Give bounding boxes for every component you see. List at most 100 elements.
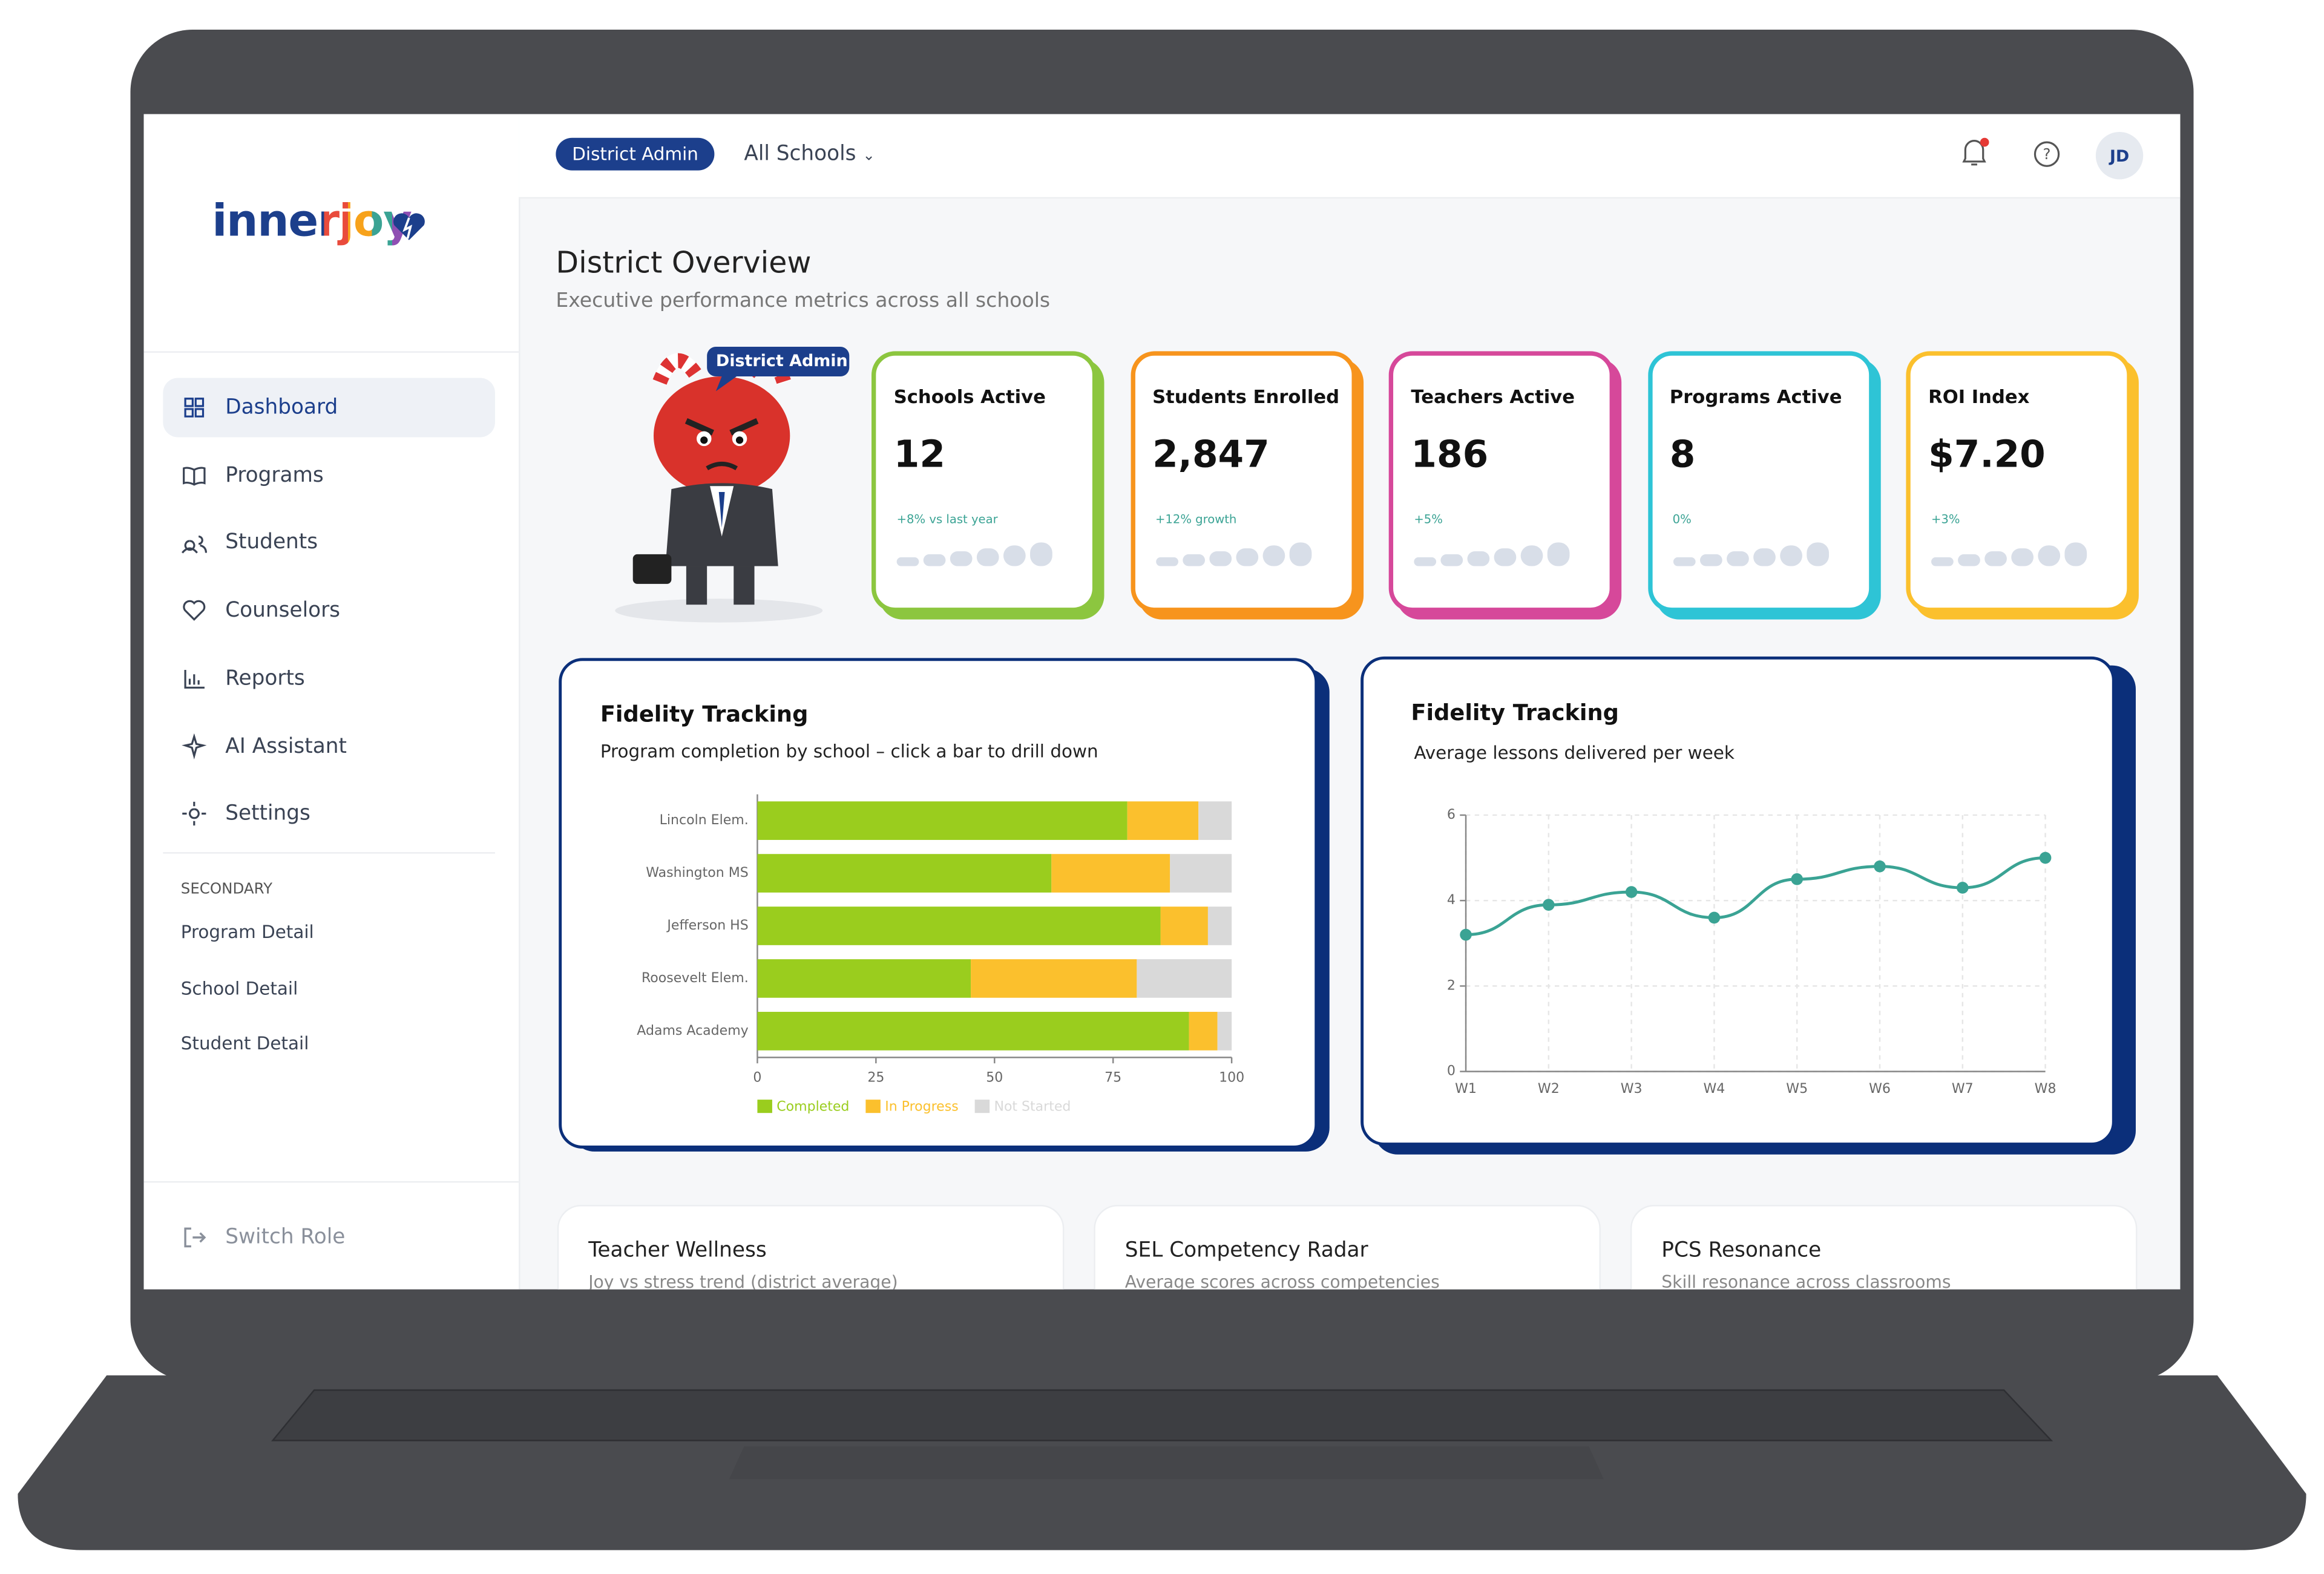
bar-segment[interactable] [1170,854,1232,893]
spark-pill [1262,545,1285,566]
nav-icon [182,733,207,759]
bar-segment[interactable] [1051,854,1170,893]
spark-pill [1779,545,1802,566]
nav-item[interactable]: Students [163,513,495,572]
spark-pill [1467,551,1490,566]
bar-segment[interactable] [757,854,1052,893]
data-point [1874,860,1886,873]
icon-shape [184,398,205,418]
bar-chart: 0 25 50 75 100 Lincoln Elem. Washington MS Jeff… [637,794,1244,1114]
notification-button[interactable] [1957,135,1992,171]
spark-pill [950,551,973,566]
nav-item[interactable]: Settings [163,784,495,844]
data-point [1708,911,1721,924]
bar-segment[interactable] [757,801,1128,840]
nav-icon [184,669,205,689]
y-tick-label: Adams Academy [637,1023,748,1038]
spark-pill [1030,542,1052,566]
switch-role-label: Switch Role [225,1225,346,1250]
bar-segment[interactable] [1160,907,1208,945]
help-button[interactable]: ? [2030,138,2063,171]
mascot-badge: District Admin [715,351,848,371]
y-tick-label: 0 [1447,1064,1456,1079]
legend-label: Not Started [994,1099,1071,1114]
bar-segment[interactable] [757,959,971,998]
nav-item[interactable]: Programs [163,445,495,505]
icon-shape [183,466,206,485]
svg-text:?: ? [2043,145,2051,163]
nav-label: Students [225,531,318,555]
chart-subtitle: Program completion by school – click a b… [600,741,1098,762]
nav-item[interactable]: Counselors [163,581,495,640]
avatar[interactable]: JD [2095,131,2144,180]
data-point [1543,899,1555,911]
x-tick-label: W8 [2035,1081,2056,1097]
spark-pill [1672,557,1695,566]
x-tick-label: 0 [753,1071,761,1086]
spark-pill [1155,557,1178,566]
secondary-heading: SECONDARY [180,882,273,899]
kpi-label: Schools Active [893,385,1046,408]
spark-pill [1806,542,1828,566]
kpi-sparkline [1414,542,1570,566]
school-filter[interactable]: All Schools ⌄ [744,142,875,166]
data-point [1625,886,1638,898]
bar-segment[interactable] [1127,801,1199,840]
kpi-trend: +5% [1414,513,1443,526]
bar-segment[interactable] [1207,907,1232,945]
bar-segment[interactable] [1137,959,1232,998]
spark-pill [1984,551,2007,566]
logo: innerjoy [212,195,412,248]
nav-label: Reports [225,666,305,690]
y-tick-label: Roosevelt Elem. [642,971,749,986]
kpi-trend: +8% vs last year [896,513,998,526]
legend-swatch [757,1100,772,1113]
spark-pill [2038,545,2061,566]
mascot [615,347,850,623]
kpi-sparkline [1931,542,2087,566]
bar-segment[interactable] [971,959,1137,998]
bar-segment[interactable] [1189,1012,1218,1051]
x-tick-label: W3 [1621,1081,1643,1097]
switch-role[interactable]: Switch Role [163,1208,495,1267]
panel-subtitle: Skill resonance across classrooms [1661,1271,1951,1290]
secondary-link[interactable]: School Detail [180,977,298,999]
panel-subtitle: Joy vs stress trend (district average) [588,1271,898,1290]
laptop-base [18,1375,2306,1550]
kpi-sparkline [1672,542,1828,566]
y-tick-label: 2 [1447,978,1456,993]
spark-pill [896,557,919,566]
kpi-card: Students Enrolled 2,847 +12% growth [1130,351,1356,612]
bar-segment[interactable] [1217,1012,1232,1051]
x-tick-label: W4 [1704,1081,1725,1097]
chart-title: Fidelity Tracking [1411,699,1619,727]
nav-item[interactable]: Dashboard [163,378,495,438]
icon-shape [182,733,207,759]
kpi-label: Students Enrolled [1152,385,1340,408]
spark-pill [1520,545,1543,566]
line-series [1466,856,2046,937]
nav-item[interactable]: Reports [163,649,495,708]
school-filter-label: All Schools [744,142,856,166]
x-tick-label: W5 [1786,1081,1808,1097]
icon-shape [183,600,206,621]
fidelity-bar-card: Fidelity Tracking Program completion by … [559,658,1318,1149]
nav-item[interactable]: AI Assistant [163,716,495,776]
bar-segment[interactable] [757,1012,1189,1051]
bar-segment[interactable] [1198,801,1232,840]
nav-label: Dashboard [225,395,338,420]
spark-pill [2011,548,2034,566]
x-tick-label: 25 [867,1071,884,1086]
kpi-trend: +3% [1931,513,1960,526]
spark-pill [1494,548,1517,566]
bar-segment[interactable] [757,907,1161,945]
secondary-link[interactable]: Program Detail [180,922,314,943]
spark-pill [1931,557,1954,566]
role-badge[interactable]: District Admin [556,137,715,171]
kpi-value: 8 [1669,433,1696,476]
x-tick-label: 50 [986,1071,1003,1086]
secondary-link[interactable]: Student Detail [180,1032,309,1054]
kpi-sparkline [1155,542,1311,566]
